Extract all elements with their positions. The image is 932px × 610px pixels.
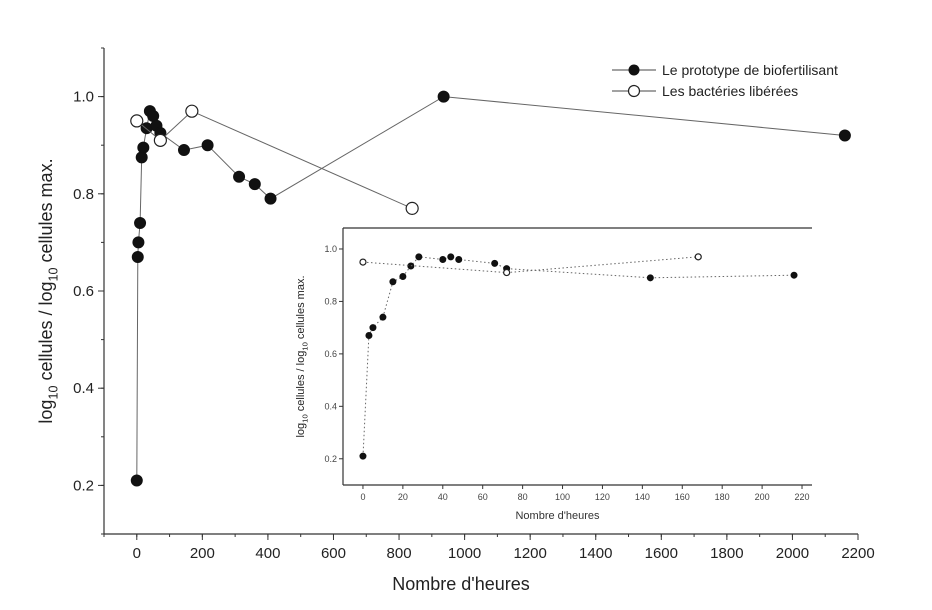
main-y-title-part: cellules / log: [36, 281, 56, 385]
inset-y-title-part: cellules max.: [295, 275, 307, 342]
main-y-tick-label: 0.2: [73, 477, 94, 494]
inset-x-axis-title: Nombre d'heures: [515, 510, 600, 522]
main-y-title-subscript: 10: [46, 386, 60, 400]
series-prototype-point: [233, 170, 246, 183]
inset-x-tick-label: 220: [795, 492, 810, 502]
series-prototype-point: [248, 178, 261, 191]
main-y-tick-label: 0.6: [73, 283, 94, 300]
inset-series-prototype-point: [365, 332, 373, 340]
series-prototype-point: [264, 192, 277, 205]
inset-series-prototype-point: [447, 253, 455, 261]
series-bacteries-point: [185, 104, 199, 118]
series-prototype-point: [131, 250, 144, 263]
series-prototype-point: [838, 129, 851, 142]
series-prototype-point: [130, 474, 143, 487]
legend-label-prototype: Le prototype de biofertilisant: [662, 62, 838, 78]
inset-x-tick-label: 0: [360, 492, 365, 502]
main-y-axis-title: log10 cellules / log10 cellules max.: [36, 158, 60, 423]
main-x-tick-label: 1400: [579, 545, 612, 562]
inset-series-bacteries-point: [694, 253, 702, 261]
inset-y-tick-label: 0.6: [324, 349, 337, 359]
main-y-tick-label: 0.4: [73, 380, 94, 397]
series-prototype-point: [177, 144, 190, 157]
inset-series-prototype-point: [415, 253, 423, 261]
inset-series-prototype-point: [439, 255, 447, 263]
main-y-title-part: log: [36, 400, 56, 424]
main-y-axis-title-text: log10 cellules / log10 cellules max.: [36, 158, 60, 423]
inset-y-axis-title-text: log10 cellules / log10 cellules max.: [295, 275, 309, 437]
inset-x-tick-label: 140: [635, 492, 650, 502]
inset-y-tick-label: 0.8: [324, 296, 337, 306]
inset-x-tick-label: 200: [755, 492, 770, 502]
inset-series-prototype-point: [379, 313, 387, 321]
inset-y-tick-label: 0.2: [324, 454, 337, 464]
inset-x-tick-label: 80: [518, 492, 528, 502]
inset-x-tick-label: 100: [555, 492, 570, 502]
inset-series-prototype-point: [399, 273, 407, 281]
series-prototype-point: [135, 151, 148, 164]
inset-x-tick-label: 20: [398, 492, 408, 502]
main-x-tick-label: 1000: [448, 545, 481, 562]
inset-series-prototype-point: [491, 259, 499, 267]
inset-x-tick-label: 60: [478, 492, 488, 502]
inset-series-prototype-point: [369, 324, 377, 332]
legend-marker-prototype: [628, 64, 640, 76]
legend: Le prototype de biofertilisant Les bactér…: [612, 62, 838, 99]
main-y-title-subscript: 10: [46, 267, 60, 281]
series-prototype-point: [137, 141, 150, 154]
inset-x-tick-label: 180: [715, 492, 730, 502]
main-x-tick-label: 1200: [513, 545, 546, 562]
inset-y-axis-title: log10 cellules / log10 cellules max.: [295, 275, 309, 437]
inset-series-prototype-point: [389, 278, 397, 286]
series-bacteries-point: [153, 133, 167, 147]
legend-marker-bacteries: [627, 84, 641, 98]
main-x-tick-label: 400: [255, 545, 280, 562]
inset-y-tick-label: 1.0: [324, 244, 337, 254]
series-prototype-point: [201, 139, 214, 152]
main-x-tick-label: 600: [321, 545, 346, 562]
inset-y-title-subscript: 10: [300, 342, 309, 351]
main-x-tick-label: 1600: [645, 545, 678, 562]
main-y-tick-label: 0.8: [73, 186, 94, 203]
series-bacteries-point: [130, 114, 144, 128]
series-prototype-point: [132, 236, 145, 249]
inset-series-bacteries-point: [503, 268, 511, 277]
inset-series-prototype-point: [646, 274, 654, 282]
inset-y-title-part: log: [295, 423, 307, 438]
inset-x-tick-label: 40: [438, 492, 448, 502]
inset-series-bacteries-point: [359, 258, 367, 266]
main-x-tick-label: 200: [190, 545, 215, 562]
series-prototype-point: [437, 90, 450, 103]
inset-background: [341, 226, 814, 487]
inset-y-tick-label: 0.4: [324, 401, 337, 411]
main-x-tick-label: 2200: [841, 545, 874, 562]
legend-label-bacteries: Les bactéries libérées: [662, 83, 798, 99]
inset-x-tick-label: 120: [595, 492, 610, 502]
main-y-title-part: cellules max.: [36, 158, 56, 267]
main-x-tick-label: 0: [133, 545, 141, 562]
inset-plot: 0 20 40 60 80 100 120 140 160 180 200 220 0.2 0.4 0.6 0…: [295, 226, 814, 522]
main-x-tick-label: 2000: [776, 545, 809, 562]
series-bacteries-point: [405, 201, 419, 215]
inset-y-title-part: cellules / log: [295, 351, 307, 415]
inset-x-tick-label: 160: [675, 492, 690, 502]
inset-y-title-subscript: 10: [300, 414, 309, 423]
main-x-tick-label: 800: [387, 545, 412, 562]
main-plot: 0 200 400 600 800 1000 1200 1400 1600 1800 2000 220…: [36, 47, 875, 594]
series-bacteries-line: [136, 110, 413, 209]
main-y-tick-label: 1.0: [73, 89, 94, 106]
series-prototype-point: [134, 216, 147, 229]
main-x-axis-title: Nombre d'heures: [392, 574, 530, 594]
inset-series-prototype-point: [790, 271, 798, 279]
main-x-tick-label: 1800: [710, 545, 743, 562]
inset-series-prototype-point: [359, 452, 367, 460]
inset-series-prototype-point: [455, 255, 463, 263]
